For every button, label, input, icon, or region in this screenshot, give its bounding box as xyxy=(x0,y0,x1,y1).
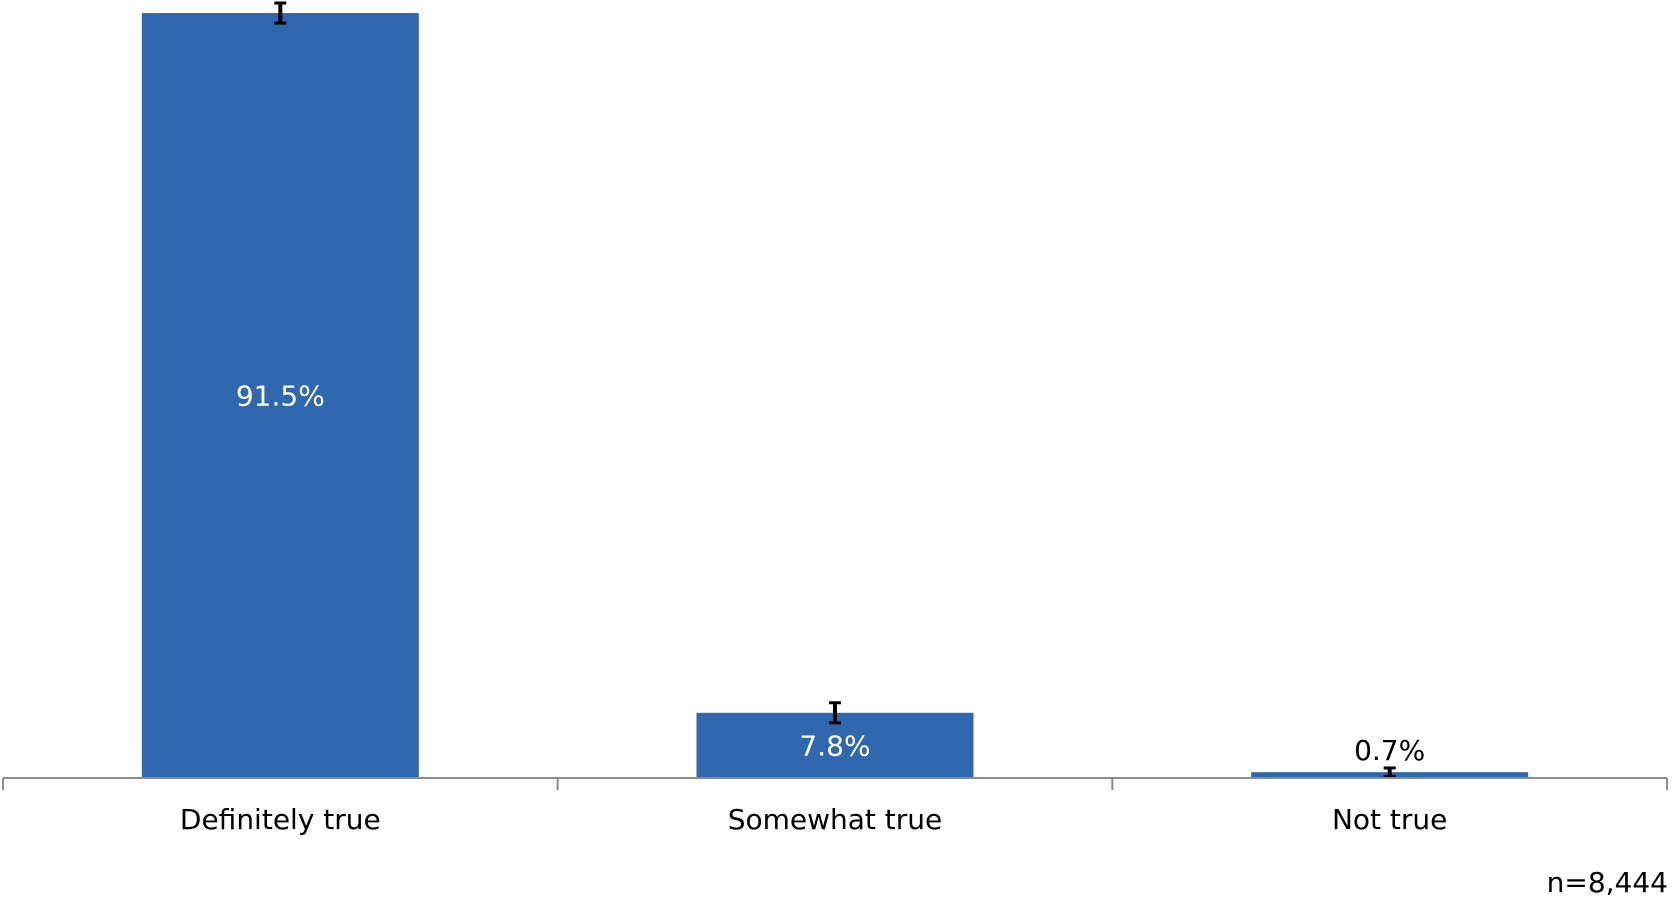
bars-layer xyxy=(141,13,1529,779)
error-bar-not-true xyxy=(1383,766,1396,778)
category-label-not-true: Not true xyxy=(1332,803,1447,836)
category-label-definitely-true: Definitely true xyxy=(180,803,381,836)
error-bars-layer xyxy=(274,1,1396,778)
error-bar-somewhat-true xyxy=(829,701,841,725)
value-label-definitely-true: 91.5% xyxy=(236,380,325,413)
value-label-somewhat-true: 7.8% xyxy=(799,729,870,762)
error-bar-definitely-true xyxy=(274,1,287,25)
bar-definitely-true xyxy=(141,13,419,779)
value-label-not-true: 0.7% xyxy=(1354,734,1425,767)
category-labels-layer: Definitely true Somewhat true Not true xyxy=(180,803,1447,836)
value-labels-layer: 91.5% 7.8% 0.7% xyxy=(236,380,1425,768)
sample-size-note: n=8,444 xyxy=(1546,866,1668,899)
x-axis-ticks xyxy=(2,778,1668,790)
category-label-somewhat-true: Somewhat true xyxy=(728,803,943,836)
